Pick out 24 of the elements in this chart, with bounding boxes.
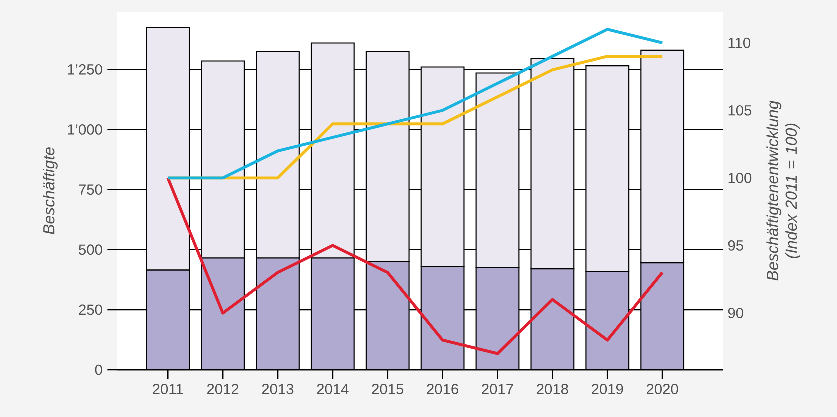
y2-tick-label: 95 bbox=[728, 240, 744, 251]
x-tick-label: 2020 bbox=[646, 384, 678, 394]
y-tick-label: 0 bbox=[95, 364, 102, 376]
y-tick-label: 500 bbox=[79, 244, 102, 256]
y-axis-title: Beschäftigte bbox=[43, 148, 58, 235]
x-tick-label: 2011 bbox=[153, 384, 184, 394]
x-tick-label: 2012 bbox=[207, 384, 239, 394]
x-tick-label: 2016 bbox=[427, 384, 458, 394]
x-tick-label: 2017 bbox=[482, 384, 514, 394]
y2-tick-label: 90 bbox=[728, 308, 744, 318]
x-tick-label: 2018 bbox=[537, 384, 568, 394]
y2-tick-label: 110 bbox=[728, 38, 751, 48]
y-tick-label: 1’000 bbox=[68, 124, 102, 135]
y2-tick-label: 105 bbox=[728, 105, 752, 116]
y-tick-label: 750 bbox=[79, 184, 102, 195]
y-tick-label: 250 bbox=[79, 304, 102, 316]
x-tick-label: 2014 bbox=[317, 384, 349, 394]
x-tick-label: 2015 bbox=[372, 384, 404, 394]
line-series bbox=[166, 176, 664, 356]
y2-axis-title: Beschäftigtenentwicklung (Index 2011 = 100) bbox=[766, 100, 800, 281]
y-tick-label: 1’250 bbox=[68, 64, 102, 75]
y2-tick-label: 100 bbox=[728, 172, 752, 184]
x-tick-label: 2013 bbox=[262, 384, 294, 394]
x-tick-label: 2019 bbox=[592, 384, 624, 394]
